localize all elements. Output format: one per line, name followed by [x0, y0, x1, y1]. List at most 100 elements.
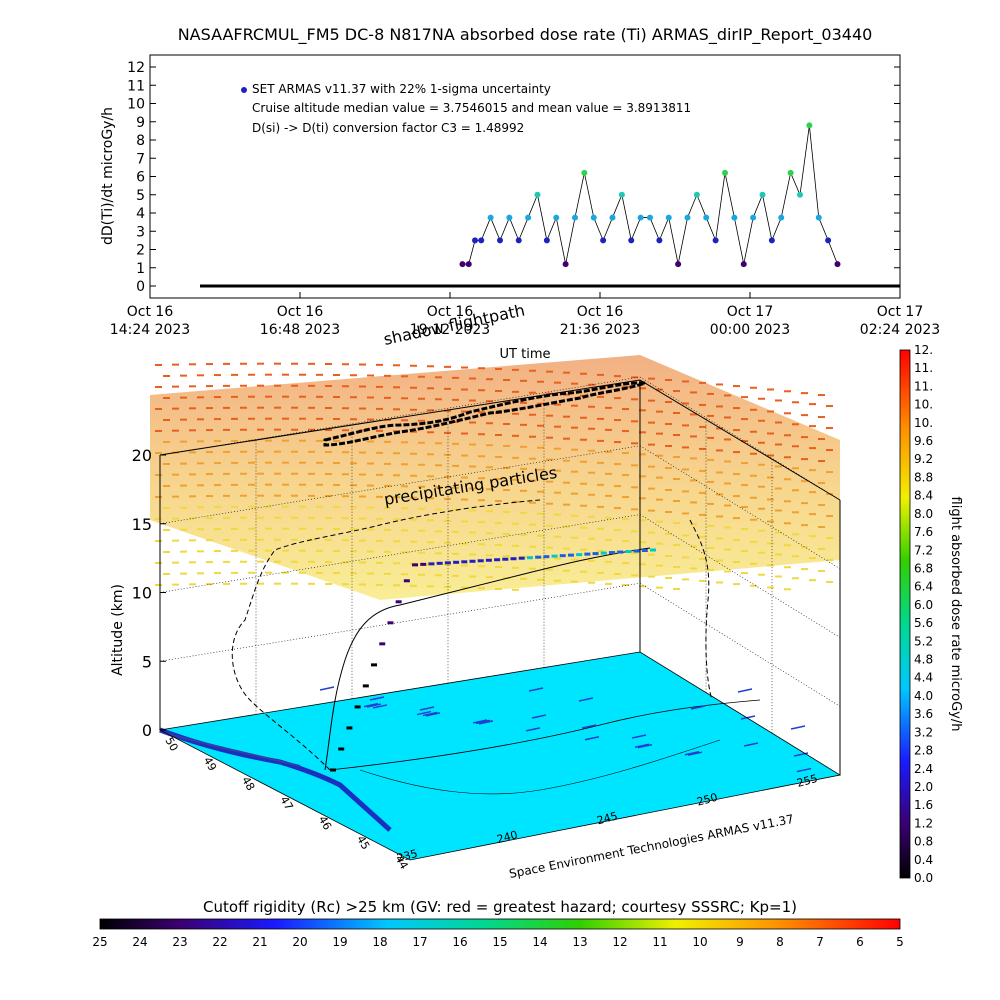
top-y-tick-label: 9	[136, 115, 145, 131]
grid-line-back	[159, 582, 641, 662]
surface-contour	[372, 704, 388, 709]
dose-point	[572, 214, 578, 221]
legend-text: SET ARMAS v11.37 with 22% 1-sigma uncert…	[252, 82, 551, 96]
surface-contour	[419, 706, 435, 711]
right-colorbar-label: 11.	[914, 361, 933, 375]
latitude-tick-label: 49	[201, 755, 219, 774]
dose-point	[465, 261, 472, 268]
dose-point	[590, 214, 597, 221]
right-colorbar-label: 2.0	[914, 780, 933, 794]
dose-point	[740, 261, 747, 268]
dose-point	[834, 261, 841, 268]
bottom-colorbar-label: 8	[776, 935, 784, 949]
dose-point	[731, 214, 738, 221]
right-colorbar-label: 5.6	[914, 616, 933, 630]
surface-contour	[369, 696, 385, 701]
right-colorbar-label: 0.8	[914, 835, 933, 849]
dose-point	[553, 214, 560, 221]
longitude-tick-label: 245	[595, 809, 619, 827]
flight-paths	[231, 381, 713, 772]
dose-point	[768, 237, 775, 244]
grid-line-side	[639, 514, 841, 638]
dose-point	[665, 214, 672, 221]
surface-contour	[743, 742, 759, 747]
bottom-colorbar-label: 15	[492, 935, 507, 949]
shadow-flightpath-top	[323, 381, 646, 447]
grid-line-side	[639, 445, 841, 570]
state-line	[359, 739, 721, 795]
bottom-colorbar-label: 13	[572, 935, 587, 949]
dose-point	[459, 261, 466, 268]
right-colorbar-label: 3.2	[914, 725, 933, 739]
latitude-tick-label: 45	[354, 833, 372, 852]
altitude-tick-label: 0	[142, 721, 152, 740]
right-colorbar-label: 3.6	[914, 707, 933, 721]
ground-surface	[160, 652, 840, 860]
longitude-axis: 235 240 245 250 255	[395, 772, 819, 865]
top-x-tick-label-1: Oct 17	[877, 304, 923, 320]
right-colorbar-label: 7.2	[914, 543, 933, 557]
bottom-colorbar-label: 5	[896, 935, 904, 949]
bottom-colorbar-label: 17	[412, 935, 427, 949]
bottom-colorbar-label: 18	[372, 935, 387, 949]
right-colorbar-label: 11.	[914, 379, 933, 393]
top-y-tick-label: 7	[136, 151, 145, 167]
surface-contour	[363, 702, 379, 708]
right-colorbar-label: 0.4	[914, 853, 933, 867]
surface-contour	[687, 751, 703, 756]
dose-point	[609, 214, 616, 221]
annotation-cruise-altitude: Cruise altitude median value = 3.7546015…	[252, 101, 691, 115]
top-y-tick-label: 12	[127, 60, 145, 76]
right-colorbar-label: 4.0	[914, 689, 933, 703]
top-y-tick-label: 4	[136, 206, 145, 222]
top-y-tick-label: 8	[136, 133, 145, 149]
right-colorbar-label: 5.2	[914, 634, 933, 648]
surface-contour	[425, 712, 441, 717]
shadow-path-side	[689, 519, 713, 701]
altitude-tick-label: 5	[142, 652, 152, 671]
top-y-tick-label: 0	[136, 279, 145, 295]
surface-contour	[416, 710, 432, 716]
latitude-tick-label: 44	[392, 853, 410, 872]
coastline-edge	[164, 732, 301, 767]
bottom-colorbar-label: 16	[452, 935, 467, 949]
grid-line-back	[159, 376, 641, 456]
dose-point	[515, 237, 522, 244]
surface-contour	[531, 714, 547, 719]
dose-point	[628, 237, 635, 244]
dose-point	[693, 191, 700, 198]
right-colorbar-label: 1.2	[914, 816, 933, 830]
surface-contour	[319, 686, 335, 691]
dose-point	[543, 237, 550, 244]
right-colorbar-label: 10.	[914, 416, 933, 430]
dose-point	[581, 169, 588, 176]
surface-contour	[634, 743, 650, 748]
bottom-colorbar-label: 6	[856, 935, 864, 949]
top-x-tick-label-1: Oct 16	[427, 304, 474, 320]
dose-point	[787, 169, 794, 176]
top-x-tick-label-2: 14:24 2023	[110, 322, 190, 338]
right-colorbar-label: 6.8	[914, 561, 933, 575]
surface-contour	[581, 724, 597, 729]
right-colorbar-title: flight absorbed dose rate microGy/h	[948, 497, 963, 732]
top-x-tick-label-1: Oct 16	[577, 304, 624, 320]
latitude-axis: 50 49 48 47 46 45 44	[162, 735, 410, 872]
bottom-colorbar-label: 25	[92, 935, 107, 949]
right-colorbar-label: 8.8	[914, 470, 933, 484]
dose-point	[656, 237, 663, 244]
surface-contour	[472, 719, 488, 724]
dose-point	[684, 214, 691, 221]
right-colorbar-label: 8.4	[914, 489, 933, 503]
surface-contour	[422, 711, 438, 717]
surface-contour	[366, 703, 382, 708]
top-x-axis-label: UT time	[500, 347, 551, 362]
surface-contour	[525, 727, 541, 732]
top-x-tick-label-1: Oct 16	[127, 304, 174, 320]
right-colorbar-label: 6.0	[914, 598, 933, 612]
dose-point	[806, 122, 813, 129]
right-colorbar-labels: 0.0 0.4 0.8 1.2 1.6 2.0 2.4 2.8 3.2 3.6 4.0 4.4 4.8 5…	[914, 343, 933, 885]
top-chart-title: NASAAFRCMUL_FM5 DC-8 N817NA absorbed dos…	[178, 25, 873, 45]
dose-point	[703, 214, 710, 221]
top-y-tick-label: 3	[136, 224, 145, 240]
